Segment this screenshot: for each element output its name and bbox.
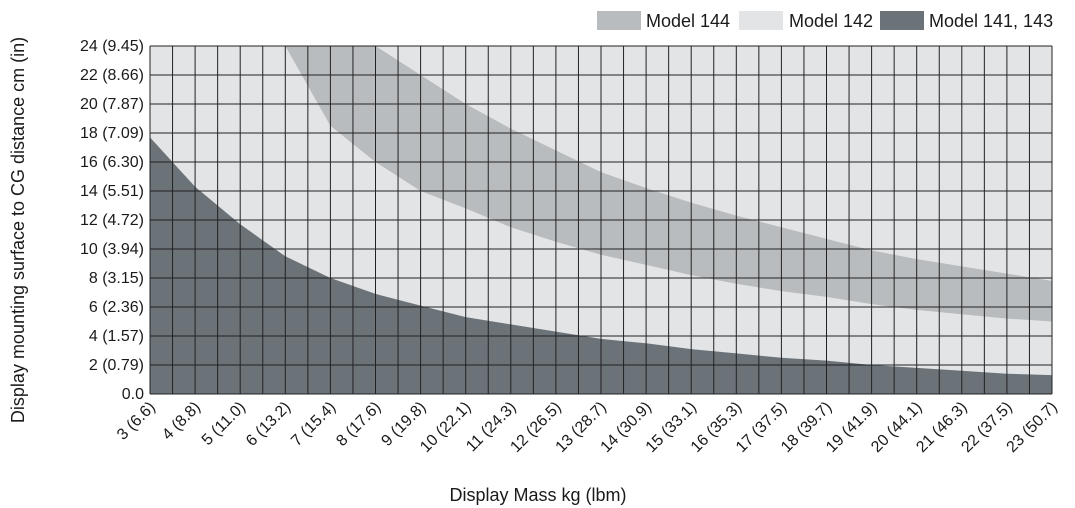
x-tick-label: 3 (6.6) [114,399,159,444]
y-axis-ticks: 0.0 2 (0.79) 4 (1.57) 6 (2.36) 8 (3.15) 10 (3… [80,38,144,403]
y-tick-label: 16 (6.30) [80,154,144,171]
legend: Model 144 Model 142 Model 141, 143 [597,11,1053,31]
y-tick-label: 0.0 [122,386,144,403]
x-tick-label: 8 (17.6) [333,399,384,450]
y-tick-label: 20 (7.87) [80,96,144,113]
x-tick-label: 6 (13.2) [243,399,294,450]
y-tick-label: 8 (3.15) [89,270,144,287]
y-tick-label: 18 (7.09) [80,125,144,142]
y-tick-label: 14 (5.51) [80,183,144,200]
x-axis-title: Display Mass kg (lbm) [449,485,626,505]
legend-swatch-model-141-143 [880,11,924,30]
legend-label-model-142: Model 142 [789,11,873,31]
y-tick-label: 6 (2.36) [89,299,144,316]
x-axis-ticks: 3 (6.6) 4 (8.8)5 (11.0)6 (13.2)7 (15.4)8 … [114,399,1061,456]
y-tick-label: 10 (3.94) [80,241,144,258]
y-tick-label: 12 (4.72) [80,212,144,229]
x-tick-label: 5 (11.0) [199,399,249,449]
legend-label-model-144: Model 144 [646,11,730,31]
y-tick-label: 24 (9.45) [80,38,144,55]
y-tick-label: 4 (1.57) [89,328,144,345]
y-tick-label: 2 (0.79) [89,357,144,374]
x-tick-label: 4 (8.8) [159,399,204,444]
legend-swatch-model-144 [597,11,641,30]
grid [149,45,1053,395]
x-tick-label: 7 (15.4) [288,399,339,450]
y-tick-label: 22 (8.66) [80,67,144,84]
legend-label-model-141-143: Model 141, 143 [929,11,1053,31]
y-axis-title: Display mounting surface to CG distance … [8,37,28,423]
legend-swatch-model-142 [739,11,783,30]
